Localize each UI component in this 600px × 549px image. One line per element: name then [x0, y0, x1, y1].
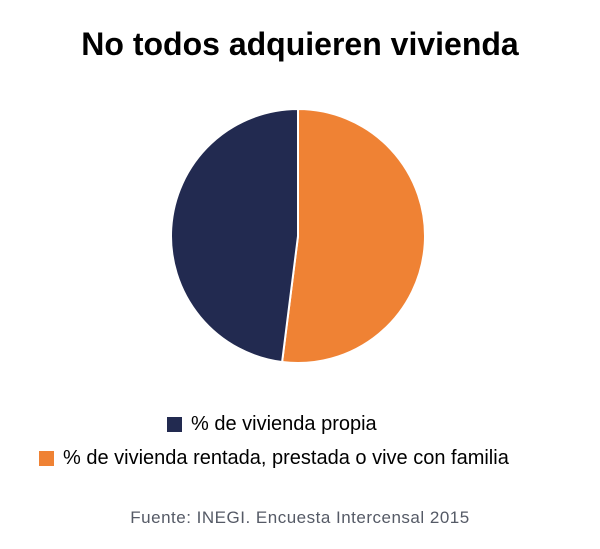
pie-slice-propia: [170, 107, 299, 364]
source-note: Fuente: INEGI. Encuesta Intercensal 2015: [130, 508, 470, 527]
chart-title: No todos adquieren vivienda: [81, 26, 519, 62]
legend-swatch-propia: [167, 417, 182, 432]
legend-swatch-rentada: [39, 451, 54, 466]
legend-item-rentada: % de vivienda rentada, prestada o vive c…: [39, 447, 509, 470]
legend-label-propia: % de vivienda propia: [191, 413, 377, 435]
pie-slices: [170, 107, 426, 364]
legend-item-propia: % de vivienda propia: [167, 413, 377, 436]
pie-slice-rentada: [280, 107, 426, 364]
legend-label-rentada: % de vivienda rentada, prestada o vive c…: [63, 447, 509, 469]
